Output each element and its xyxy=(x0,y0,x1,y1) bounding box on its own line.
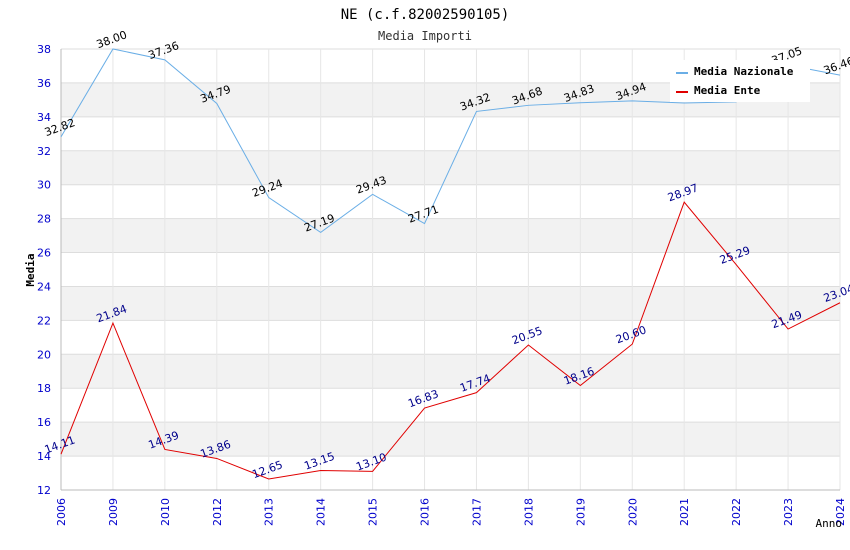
y-tick-label: 36 xyxy=(37,77,51,90)
data-label: 37.36 xyxy=(147,39,181,62)
series-line-media-nazionale xyxy=(60,48,841,233)
x-axis-label: Anno xyxy=(816,517,843,530)
grid-lines xyxy=(60,48,841,491)
x-tick-label: 2024 xyxy=(834,498,847,526)
y-tick-label: 28 xyxy=(37,213,51,226)
x-tick-label: 2020 xyxy=(626,498,639,526)
y-tick-label: 30 xyxy=(37,179,51,192)
grid-band xyxy=(61,354,840,389)
y-tick-label: 22 xyxy=(37,314,51,327)
data-label: 12.65 xyxy=(251,458,285,481)
x-tick-label: 2022 xyxy=(730,498,743,526)
x-tick-label: 2017 xyxy=(470,498,483,526)
x-tick-label: 2010 xyxy=(159,498,172,526)
grid-band xyxy=(61,218,840,253)
grid-band xyxy=(61,286,840,321)
x-tick-labels: 2006 2009 2010 2012 2013 2014 2015 2016 2017 2018… xyxy=(55,498,847,526)
x-tick-label: 2023 xyxy=(782,498,795,526)
x-tick-label: 2014 xyxy=(315,498,328,526)
y-tick-label: 26 xyxy=(37,247,51,260)
data-label: 16.83 xyxy=(406,387,440,410)
y-tick-label: 32 xyxy=(37,145,51,158)
y-tick-label: 12 xyxy=(37,484,51,497)
grid-band xyxy=(61,422,840,457)
series-lines xyxy=(60,48,841,480)
x-tick-label: 2013 xyxy=(263,498,276,526)
chart-title: NE (c.f.82002590105) xyxy=(341,7,510,23)
y-tick-label: 34 xyxy=(37,111,51,124)
x-tick-label: 2015 xyxy=(367,498,380,526)
x-tick-label: 2006 xyxy=(55,498,68,526)
y-tick-labels: 12 14 16 18 20 22 24 26 28 30 32 34 36 38 xyxy=(37,43,51,497)
data-label: 20.55 xyxy=(510,324,544,347)
series-line-media-ente xyxy=(60,201,841,480)
x-tick-label: 2016 xyxy=(419,498,432,526)
y-axis-label: Media xyxy=(24,253,37,286)
y-tick-label: 38 xyxy=(37,43,51,56)
legend-label-media-nazionale: Media Nazionale xyxy=(694,65,794,78)
legend: Media Nazionale Media Ente xyxy=(670,60,810,102)
y-tick-label: 24 xyxy=(37,280,51,293)
legend-box xyxy=(670,60,810,102)
y-tick-label: 20 xyxy=(37,348,51,361)
x-tick-label: 2018 xyxy=(522,498,535,526)
chart-subtitle: Media Importi xyxy=(378,29,472,43)
y-tick-label: 14 xyxy=(37,450,51,463)
x-tick-label: 2009 xyxy=(107,498,120,526)
data-label: 38.00 xyxy=(95,28,129,51)
x-tick-label: 2019 xyxy=(574,498,587,526)
y-tick-label: 16 xyxy=(37,416,51,429)
data-label: 20.60 xyxy=(614,323,648,346)
x-tick-label: 2021 xyxy=(678,498,691,526)
x-tick-label: 2012 xyxy=(211,498,224,526)
y-tick-label: 18 xyxy=(37,382,51,395)
legend-label-media-ente: Media Ente xyxy=(694,84,761,97)
